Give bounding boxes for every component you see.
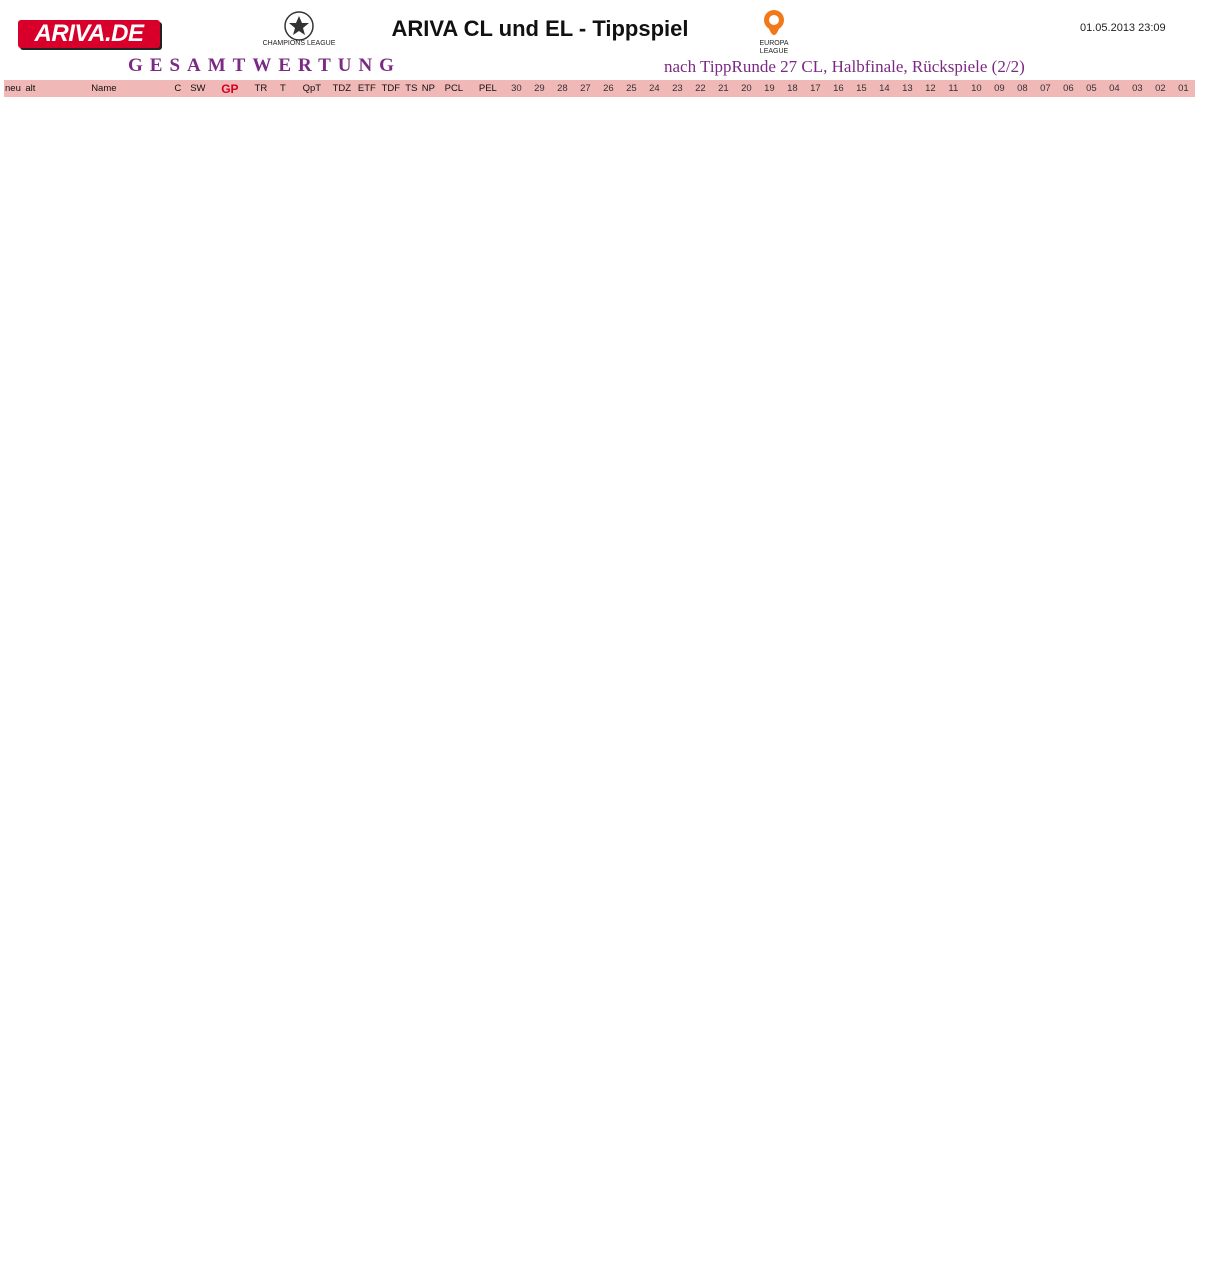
col-header: Name [38, 80, 169, 97]
round-col-header: 02 [1148, 80, 1172, 97]
col-header: SW [186, 80, 209, 97]
table-header-row: neu alt Name C SW GP TR T QpT TDZ ETF TDF TS NP PCL PEL… [4, 80, 1195, 97]
col-header: PEL [470, 80, 505, 97]
round-col-header: 05 [1079, 80, 1103, 97]
round-col-header: 01 [1171, 80, 1195, 97]
round-col-header: 13 [895, 80, 919, 97]
col-header: TDF [378, 80, 403, 97]
col-header: neu [4, 80, 22, 97]
champions-league-logo-icon [284, 11, 314, 41]
round-col-header: 27 [573, 80, 597, 97]
col-header: GP [208, 80, 251, 97]
round-col-header: 06 [1056, 80, 1080, 97]
round-col-header: 15 [849, 80, 873, 97]
round-col-header: 12 [918, 80, 942, 97]
col-header: TDZ [328, 80, 355, 97]
champions-league-caption: CHAMPIONS LEAGUE [262, 40, 336, 47]
round-col-header: 21 [711, 80, 735, 97]
col-header: TS [402, 80, 420, 97]
round-col-header: 29 [527, 80, 551, 97]
round-col-header: 26 [596, 80, 620, 97]
round-col-header: 03 [1125, 80, 1149, 97]
round-col-header: 22 [688, 80, 712, 97]
round-col-header: 23 [665, 80, 689, 97]
europa-league-logo-icon [764, 10, 784, 35]
round-col-header: 09 [987, 80, 1011, 97]
section-title: GESAMTWERTUNG [128, 55, 401, 76]
round-subtitle: nach TippRunde 27 CL, Halbfinale, Rücksp… [664, 57, 1025, 76]
round-col-header: 08 [1010, 80, 1034, 97]
round-col-header: 19 [757, 80, 781, 97]
round-col-header: 17 [803, 80, 827, 97]
round-col-header: 18 [780, 80, 804, 97]
col-header: ETF [354, 80, 379, 97]
col-header: T [270, 80, 295, 97]
round-col-header: 16 [826, 80, 850, 97]
page-header: ARIVA.DE CHAMPIONS LEAGUE ARIVA CL und E… [0, 0, 1215, 80]
col-header: alt [21, 80, 39, 97]
timestamp: 01.05.2013 23:09 [1080, 22, 1166, 34]
round-col-header: 24 [642, 80, 666, 97]
round-col-header: 07 [1033, 80, 1057, 97]
round-col-header: 28 [550, 80, 574, 97]
round-col-header: 10 [964, 80, 988, 97]
col-header: C [168, 80, 187, 97]
round-col-header: 11 [941, 80, 965, 97]
ranking-table: neu alt Name C SW GP TR T QpT TDZ ETF TDF TS NP PCL PEL… [4, 80, 1195, 97]
round-col-header: 25 [619, 80, 643, 97]
europa-league-caption: EUROPA LEAGUE [759, 40, 789, 55]
round-col-header: 14 [872, 80, 896, 97]
round-col-header: 30 [504, 80, 528, 97]
col-header: TR [250, 80, 271, 97]
round-col-header: 04 [1102, 80, 1126, 97]
col-header: QpT [294, 80, 329, 97]
col-header: PCL [436, 80, 471, 97]
ariva-logo[interactable]: ARIVA.DE [18, 20, 160, 48]
col-header: NP [419, 80, 437, 97]
round-col-header: 20 [734, 80, 758, 97]
page-title: ARIVA CL und EL - Tippspiel [391, 16, 689, 41]
